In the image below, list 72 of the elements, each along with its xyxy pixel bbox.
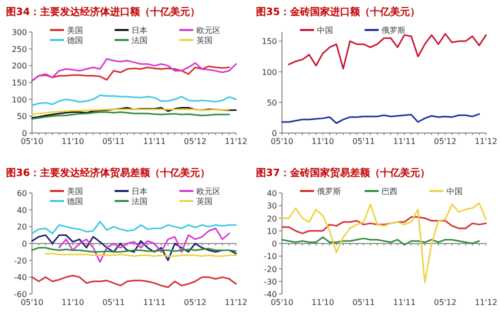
y-tick-label: 50: [16, 112, 27, 122]
legend-label: 欧元区: [196, 187, 220, 196]
legend-label: 俄罗斯: [382, 26, 406, 35]
legend-label: 日本: [132, 187, 148, 196]
x-tick-label: 11'11: [143, 137, 166, 146]
y-tick-label: 0: [22, 129, 27, 138]
x-tick-label: 11'11: [393, 137, 416, 146]
x-tick-label: 05'12: [184, 298, 206, 307]
x-tick-label: 11'12: [224, 137, 248, 146]
x-tick-label: 05'11: [102, 298, 125, 307]
y-tick-label: -60: [14, 290, 27, 299]
legend-label: 英国: [196, 36, 212, 45]
y-tick-label: 100: [262, 68, 277, 77]
x-tick-label: 05'10: [20, 298, 44, 307]
chart-title: 图37：金砖国家贸易差额（十亿美元）: [256, 167, 430, 179]
x-tick-label: 05'10: [270, 298, 294, 307]
legend-label: 巴西: [382, 187, 398, 196]
legend-label: 法国: [132, 197, 148, 206]
chart-title: 图35：金砖国家进口额（十亿美元）: [256, 6, 420, 18]
x-tick-label: 11'11: [143, 298, 166, 307]
x-tick-label: 05'10: [270, 137, 294, 146]
x-tick-label: 11'12: [224, 298, 248, 307]
x-tick-label: 11'10: [62, 137, 84, 146]
legend-label: 英国: [196, 197, 212, 206]
x-tick-label: 05'11: [352, 298, 375, 307]
x-tick-label: 11'10: [312, 298, 334, 307]
legend-label: 俄罗斯: [317, 187, 341, 196]
legend-label: 中国: [446, 187, 462, 196]
legend-label: 中国: [317, 26, 333, 35]
y-tick-label: 250: [12, 44, 27, 54]
legend-label: 欧元区: [196, 26, 220, 35]
y-tick-label: 0: [272, 240, 277, 248]
x-tick-label: 11'10: [312, 137, 334, 146]
y-tick-label: 60: [16, 189, 27, 198]
x-tick-label: 11'12: [474, 137, 498, 146]
y-tick-label: -10: [264, 252, 277, 262]
x-tick-label: 05'12: [184, 137, 206, 146]
y-tick-label: -40: [264, 290, 277, 299]
y-tick-label: 300: [12, 28, 27, 37]
y-tick-label: -40: [14, 273, 27, 282]
y-tick-label: -30: [264, 277, 277, 286]
x-tick-label: 11'12: [474, 298, 498, 307]
x-tick-label: 11'11: [393, 298, 416, 307]
y-tick-label: 20: [266, 214, 277, 224]
y-tick-label: 150: [262, 37, 277, 46]
legend-label: 美国: [67, 26, 83, 35]
y-tick-label: 0: [22, 240, 27, 248]
y-tick-label: 50: [266, 98, 277, 108]
y-tick-label: 10: [266, 226, 277, 236]
y-tick-label: 40: [16, 206, 27, 215]
chart-title: 图36：主要发达经济体贸易差额（十亿美元）: [6, 167, 210, 179]
x-tick-label: 05'12: [434, 137, 456, 146]
y-tick-label: 0: [272, 129, 277, 138]
y-tick-label: 150: [12, 78, 27, 88]
y-tick-label: -20: [14, 256, 27, 266]
legend-label: 德国: [67, 36, 83, 45]
legend-label: 日本: [132, 26, 148, 35]
y-tick-label: 30: [266, 202, 277, 211]
y-tick-label: 40: [266, 189, 277, 198]
y-tick-label: 20: [16, 222, 27, 232]
x-tick-label: 11'10: [62, 298, 84, 307]
chart-title: 图34：主要发达经济体进口额（十亿美元）: [6, 6, 200, 18]
legend-label: 美国: [67, 187, 83, 196]
legend-label: 法国: [132, 36, 148, 45]
y-tick-label: -20: [264, 264, 277, 274]
x-tick-label: 05'12: [434, 298, 456, 307]
x-tick-label: 05'11: [352, 137, 375, 146]
legend-label: 德国: [67, 197, 83, 206]
x-tick-label: 05'10: [20, 137, 44, 146]
y-tick-label: 100: [12, 95, 27, 104]
y-tick-label: 200: [12, 62, 27, 71]
x-tick-label: 05'11: [102, 137, 125, 146]
